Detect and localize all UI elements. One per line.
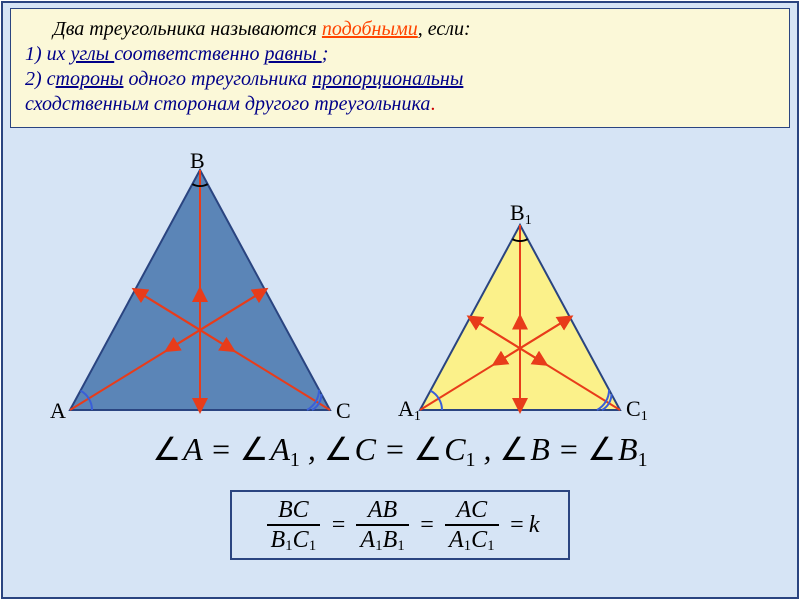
frac-AC: AC A1C1	[445, 498, 499, 552]
l3-period: .	[430, 93, 435, 115]
c2: ,	[476, 431, 500, 467]
ratio-k: k	[529, 512, 540, 539]
num-AB: AB	[364, 498, 401, 524]
eqB1: B	[618, 431, 638, 467]
c1: ,	[300, 431, 324, 467]
ratio-equation-box: BC B1C1 = AB A1B1 = AC A1C1 = k	[230, 490, 570, 560]
vertex-label-B1: B1	[510, 200, 532, 226]
eq2: =	[376, 431, 414, 467]
eqC1s: 1	[466, 449, 476, 471]
eqA1: A	[270, 431, 290, 467]
eqA1s: 1	[290, 449, 300, 471]
eq3: =	[550, 431, 588, 467]
intro-tail: , если:	[418, 18, 471, 40]
definition-line2: 2) стороны одного треугольника пропорцио…	[25, 67, 775, 92]
eq1: =	[202, 431, 240, 467]
eqB: B	[530, 431, 550, 467]
eqC: C	[355, 431, 376, 467]
num-AC: AC	[452, 498, 491, 524]
dA3s: 1	[464, 538, 472, 554]
vertex-label-B: B	[190, 148, 205, 174]
dB2s: 1	[397, 538, 405, 554]
den-B1C1: B1C1	[267, 524, 321, 552]
vertex-label-C1: C1	[626, 396, 648, 422]
definition-line3: сходственным сторонам другого треугольни…	[25, 92, 775, 117]
dC3s: 1	[487, 538, 495, 554]
dC3: C	[471, 527, 487, 553]
definition-line1: 1) их углы соответственно равны ;	[25, 42, 775, 67]
l3-text: сходственным сторонам другого треугольни…	[25, 93, 430, 115]
dA2s: 1	[375, 538, 383, 554]
ang2: ∠	[240, 431, 269, 467]
dA3: A	[449, 527, 464, 553]
num-BC: BC	[274, 498, 313, 524]
frac-BC: BC B1C1	[267, 498, 321, 552]
vertex-label-A1: A1	[398, 396, 421, 422]
dB1: 1	[285, 538, 293, 554]
frac-AB: AB A1B1	[356, 498, 408, 552]
l2-mid: одного треугольника	[123, 68, 312, 90]
vertex-label-A: A	[50, 398, 66, 424]
den-A1C1: A1C1	[445, 524, 499, 552]
angle-equation: ∠A = ∠A1 , ∠C = ∠C1 , ∠B = ∠B1	[0, 430, 800, 468]
dC1: 1	[309, 538, 317, 554]
l1-tail: ;	[322, 43, 329, 65]
l2-ul1: тороны	[56, 68, 124, 90]
l2-head: 2) с	[25, 68, 56, 90]
eqC1: C	[444, 431, 465, 467]
definition-intro: Два треугольника называются подобными, е…	[25, 17, 775, 42]
vA1s: 1	[414, 409, 421, 424]
req1: =	[330, 512, 346, 539]
vB1: B	[510, 200, 525, 225]
ang4: ∠	[414, 431, 443, 467]
eqB1s: 1	[638, 449, 648, 471]
dB2: B	[383, 527, 398, 553]
l2-ul2: пропорциональны	[312, 68, 463, 90]
vB1s: 1	[525, 213, 532, 228]
eqA: A	[183, 431, 202, 467]
req2: =	[419, 512, 435, 539]
intro-text: Два треугольника называются	[53, 18, 322, 40]
definition-box: Два треугольника называются подобными, е…	[10, 8, 790, 128]
ang6: ∠	[587, 431, 616, 467]
vA1: A	[398, 396, 414, 421]
vC1: C	[626, 396, 641, 421]
triangles-diagram	[0, 150, 800, 430]
l1-mid: соответственно	[114, 43, 264, 65]
dC: C	[293, 527, 309, 553]
dA2: A	[360, 527, 375, 553]
ang3: ∠	[324, 431, 353, 467]
dB: B	[271, 527, 286, 553]
vertex-label-C: C	[336, 398, 351, 424]
req3: =	[509, 512, 525, 539]
den-A1B1: A1B1	[356, 524, 408, 552]
l1-head: 1) их	[25, 43, 71, 65]
ang5: ∠	[500, 431, 529, 467]
l1-ul2: равны	[265, 43, 322, 65]
ang1: ∠	[152, 431, 181, 467]
l1-ul1: углы	[71, 43, 115, 65]
keyword-similar: подобными	[322, 18, 418, 40]
vC1s: 1	[641, 409, 648, 424]
